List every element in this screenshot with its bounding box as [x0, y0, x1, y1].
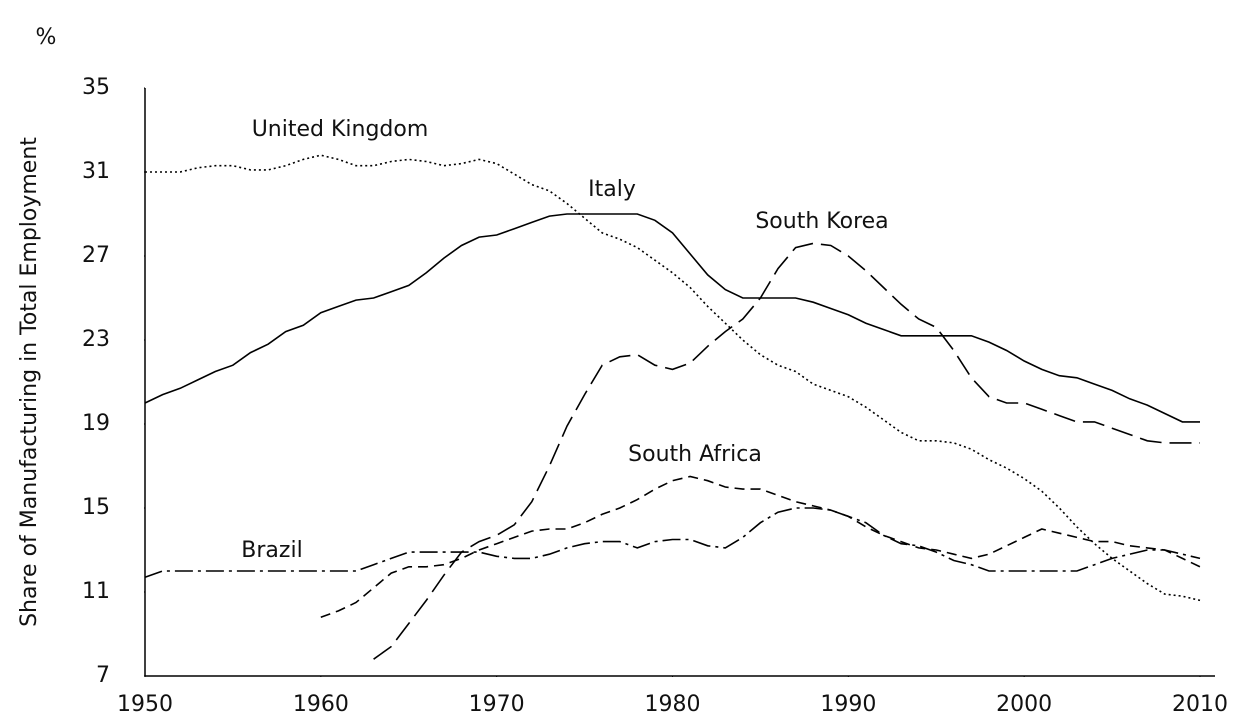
x-tick-label: 2000	[996, 692, 1052, 717]
x-tick-label: 1970	[469, 692, 525, 717]
series-label: Italy	[588, 177, 636, 202]
x-tick-label: 1960	[293, 692, 349, 717]
y-tick-label: 35	[82, 75, 110, 100]
series-line	[144, 213, 1200, 423]
y-tick-label: 27	[82, 243, 110, 268]
y-axis-title: Share of Manufacturing in Total Employme…	[17, 137, 42, 627]
y-tick-label: 15	[82, 495, 110, 520]
x-tick-label: 2010	[1172, 692, 1228, 717]
y-tick-label: 7	[96, 663, 110, 688]
unit-label: %	[36, 25, 57, 50]
series-label: Brazil	[241, 538, 302, 563]
series-line	[320, 475, 1201, 618]
x-tick-label: 1990	[820, 692, 876, 717]
series-label: United Kingdom	[252, 117, 429, 142]
series-label: South Korea	[755, 209, 888, 234]
series-line	[145, 154, 1201, 602]
y-tick-label: 31	[82, 159, 110, 184]
series-line	[373, 242, 1200, 660]
series-line	[144, 507, 1201, 579]
y-tick-label: 23	[82, 327, 110, 352]
series-label: South Africa	[628, 442, 762, 467]
x-tick-label: 1980	[645, 692, 701, 717]
y-tick-label: 11	[82, 579, 110, 604]
x-tick-label: 1950	[117, 692, 173, 717]
y-tick-label: 19	[82, 411, 110, 436]
